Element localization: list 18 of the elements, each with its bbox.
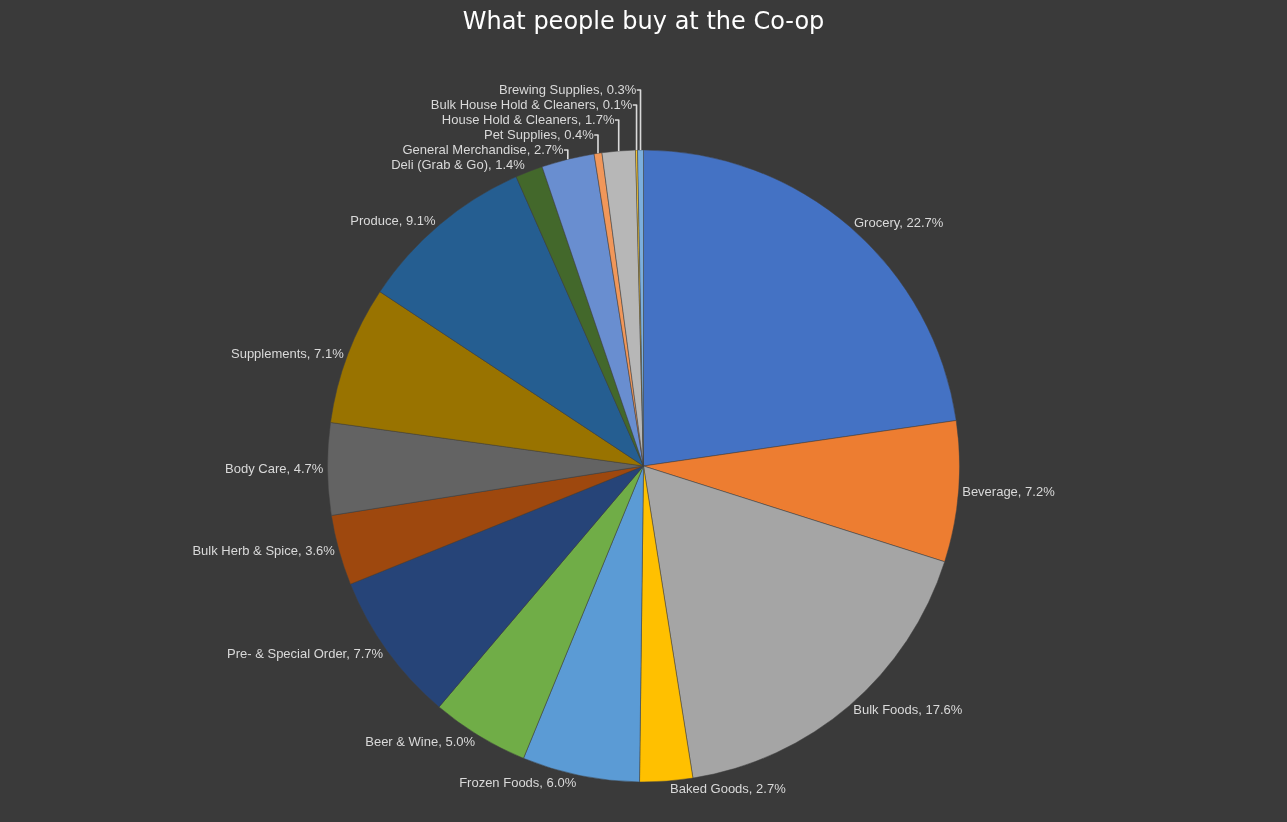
slice-label: Baked Goods, 2.7%: [670, 781, 787, 797]
slice-label: Deli (Grab & Go), 1.4%: [391, 157, 526, 173]
chart-title: What people buy at the Co-op: [462, 7, 825, 36]
slice-label: Beer & Wine, 5.0%: [365, 733, 476, 749]
slice-label: Bulk Herb & Spice, 3.6%: [192, 543, 336, 559]
slice-label: Pet Supplies, 0.4%: [483, 127, 595, 143]
slice-label: Frozen Foods, 6.0%: [459, 775, 577, 791]
slice-label: Produce, 9.1%: [350, 212, 437, 228]
slice-label: Supplements, 7.1%: [230, 345, 345, 361]
slice-label: Beverage, 7.2%: [962, 484, 1056, 500]
slice-label: General Merchandise, 2.7%: [402, 142, 565, 158]
slice-label: House Hold & Cleaners, 1.7%: [441, 112, 615, 128]
slice-label: Bulk Foods, 17.6%: [853, 702, 963, 718]
slice-label: Pre- & Special Order, 7.7%: [227, 646, 384, 661]
slice-label: Brewing Supplies, 0.3%: [499, 82, 637, 98]
slice-label: Bulk House Hold & Cleaners, 0.1%: [430, 97, 633, 113]
slice-label: Body Care, 4.7%: [225, 461, 324, 477]
slice-label: Grocery, 22.7%: [853, 215, 944, 231]
